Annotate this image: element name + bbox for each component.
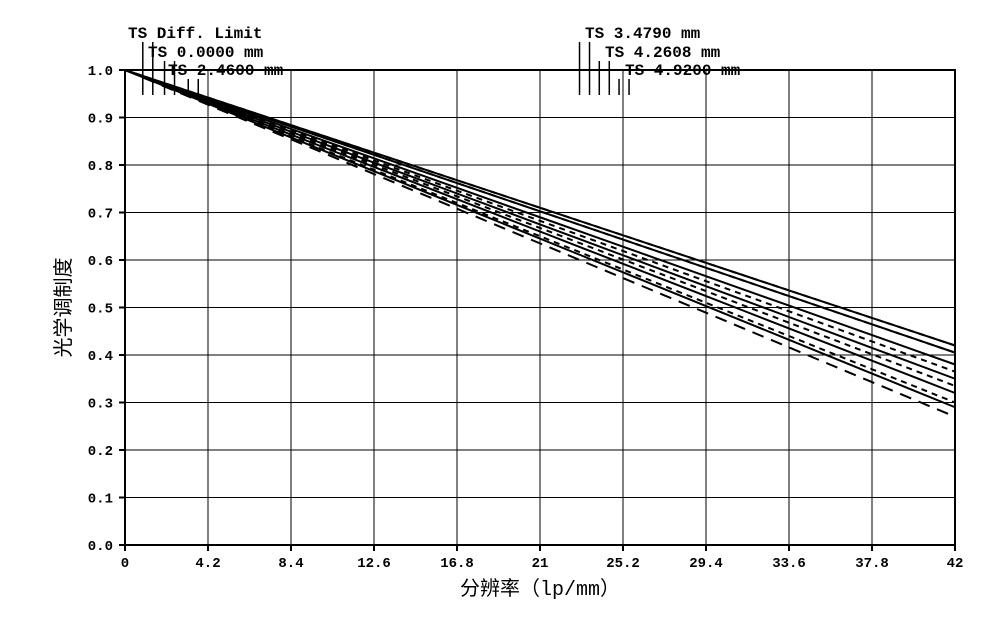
- x-tick-label: 8.4: [278, 556, 303, 572]
- y-tick-label: 0.6: [88, 254, 113, 270]
- y-tick-label: 0.9: [88, 112, 113, 128]
- x-tick-label: 42: [947, 556, 964, 572]
- y-tick-label: 0.2: [88, 444, 113, 460]
- chart-svg: 0 4.2 8.4 12.6 16.8 21 25.2 29.4 33.6 37.8 42 0.0 0.…: [20, 20, 980, 608]
- y-axis-label: 光学调制度: [52, 258, 77, 358]
- x-tick-label: 16.8: [440, 556, 474, 572]
- y-tick-label: 0.1: [88, 492, 113, 508]
- legend-label: TS 0.0000 mm: [148, 44, 264, 62]
- y-tick-label: 0.5: [88, 302, 113, 318]
- x-tick-label: 25.2: [606, 556, 640, 572]
- x-tick-label: 4.2: [195, 556, 220, 572]
- y-tick-label: 0.3: [88, 397, 113, 413]
- mtf-chart: 0 4.2 8.4 12.6 16.8 21 25.2 29.4 33.6 37.8 42 0.0 0.…: [20, 20, 980, 608]
- x-tick-label: 12.6: [357, 556, 391, 572]
- x-tick-label: 0: [121, 556, 129, 572]
- x-tick-label: 29.4: [689, 556, 723, 572]
- legend-label: TS 3.4790 mm: [585, 25, 701, 43]
- legend-label: TS Diff. Limit: [128, 25, 262, 43]
- legend-label: TS 4.2608 mm: [605, 44, 721, 62]
- x-tick-label: 21: [532, 556, 549, 572]
- y-tick-label: 0.4: [88, 349, 113, 365]
- legend-label: TS 4.9200 mm: [625, 62, 741, 80]
- y-tick-label: 0.7: [88, 207, 113, 223]
- y-tick-label: 0.8: [88, 159, 113, 175]
- x-tick-label: 37.8: [855, 556, 889, 572]
- x-tick-label: 33.6: [772, 556, 806, 572]
- y-tick-label: 1.0: [88, 64, 113, 80]
- x-axis-label: 分辨率（lp/mm）: [460, 577, 620, 602]
- y-tick-label: 0.0: [88, 539, 113, 555]
- legend-label: TS 2.4600 mm: [168, 62, 284, 80]
